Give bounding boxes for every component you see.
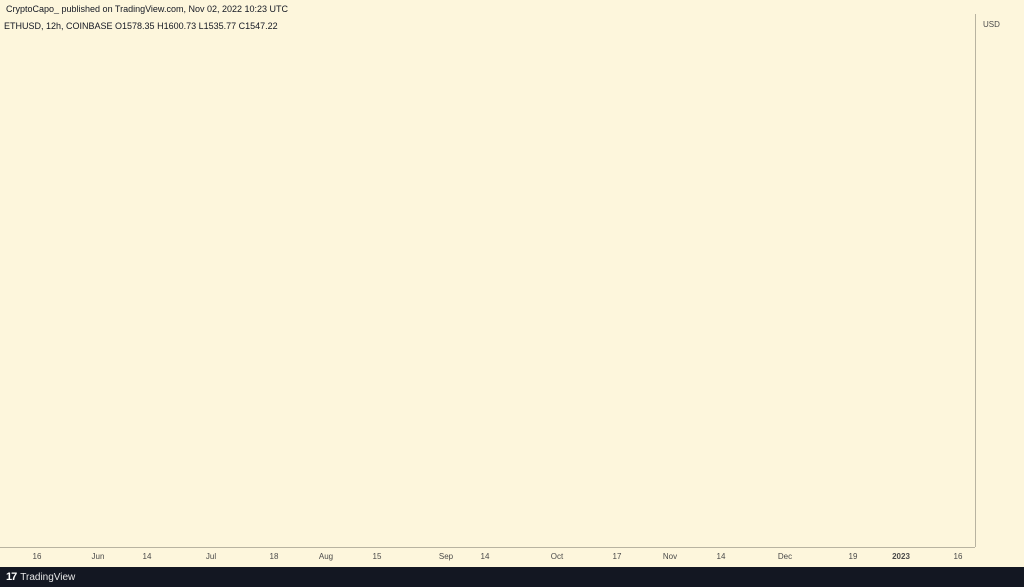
x-tick-label: 16 [33, 552, 42, 561]
currency-label: USD [983, 20, 1000, 29]
x-tick-label: 14 [717, 552, 726, 561]
x-tick-label: Aug [319, 552, 333, 561]
x-tick-label: Dec [778, 552, 792, 561]
footer-bar: 17 TradingView [0, 567, 1024, 587]
x-tick-label: Oct [551, 552, 564, 561]
x-tick-label: 2023 [892, 552, 910, 561]
x-tick-label: Jun [92, 552, 105, 561]
x-tick-label: 18 [270, 552, 279, 561]
x-tick-label: 15 [373, 552, 382, 561]
x-tick-label: 14 [143, 552, 152, 561]
x-tick-label: Jul [206, 552, 216, 561]
price-axis-background [976, 14, 1024, 547]
tradingview-icon: 17 [6, 571, 17, 583]
symbol-ohlc-legend: ETHUSD, 12h, COINBASE O1578.35 H1600.73 … [4, 21, 278, 31]
tradingview-wordmark: TradingView [20, 571, 76, 583]
plot-background [0, 14, 975, 547]
x-tick-label: 19 [849, 552, 858, 561]
x-tick-label: 14 [481, 552, 490, 561]
price-axis[interactable]: USD2300.002100.002000.001900.001800.0016… [976, 0, 1024, 547]
x-tick-label: Sep [439, 552, 454, 561]
tradingview-logo[interactable]: 17 TradingView [6, 571, 75, 583]
price-chart[interactable]: 1700$700-800 USD2300.002100.002000.00190… [0, 0, 1024, 567]
x-tick-label: 16 [954, 552, 963, 561]
publish-info: CryptoCapo_ published on TradingView.com… [6, 4, 289, 14]
x-tick-label: 17 [613, 552, 622, 561]
time-axis[interactable]: 16 Jun 14 Jul 18 Aug 15 Sep 14 Oct 17 Nov 14 Dec 19 202… [33, 552, 963, 561]
x-tick-label: Nov [663, 552, 677, 561]
